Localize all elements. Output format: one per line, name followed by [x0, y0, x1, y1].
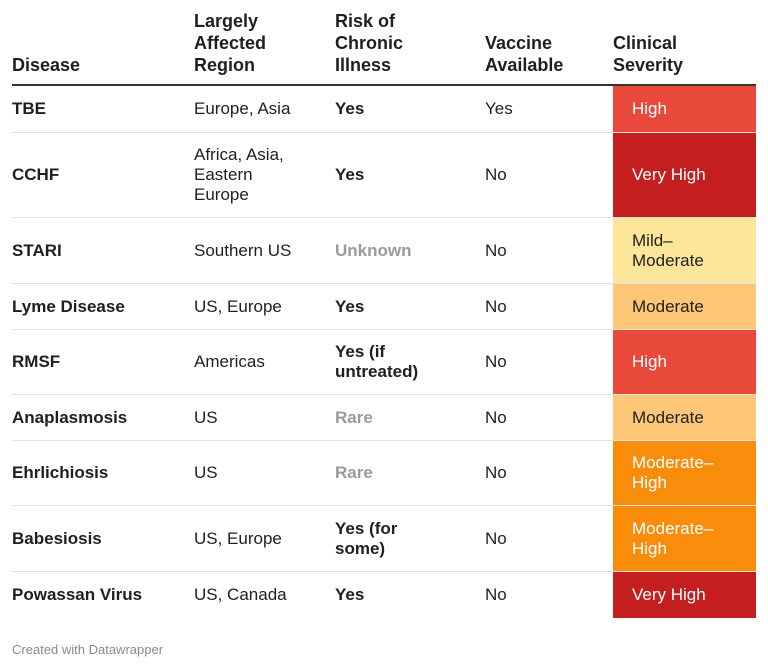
cell-region: Europe, Asia [194, 99, 291, 118]
table-row: Babesiosis US, Europe Yes (for some) No … [12, 506, 756, 572]
table-row: RMSF Americas Yes (if untreated) No High [12, 330, 756, 395]
cell-risk: Unknown [335, 240, 412, 260]
cell-vaccine: No [485, 585, 507, 604]
table-row: Anaplasmosis US Rare No Moderate [12, 395, 756, 441]
cell-severity: Moderate [613, 395, 756, 440]
cell-vaccine: No [485, 240, 507, 260]
cell-vaccine: Yes [485, 99, 513, 118]
cell-region: US, Canada [194, 585, 287, 604]
cell-disease: RMSF [12, 352, 61, 371]
cell-severity: High [613, 86, 756, 132]
cell-risk: Yes [335, 296, 365, 316]
cell-severity: Mild– Moderate [613, 218, 756, 283]
cell-severity: Moderate– High [613, 441, 756, 505]
cell-risk: Yes [335, 585, 365, 604]
header-region[interactable]: Largely Affected Region [194, 11, 267, 75]
cell-risk: Rare [335, 407, 373, 427]
cell-risk: Yes [335, 165, 365, 184]
table-row: Powassan Virus US, Canada Yes No Very Hi… [12, 572, 756, 618]
disease-table: Disease Largely Affected Region Risk of … [12, 6, 756, 618]
cell-vaccine: No [485, 352, 507, 371]
cell-region: Southern US [194, 240, 292, 260]
cell-region: Africa, Asia, Eastern Europe [194, 145, 284, 204]
cell-region: US, Europe [194, 528, 282, 548]
cell-severity: Moderate– High [613, 506, 756, 571]
cell-severity: Very High [613, 572, 756, 618]
cell-severity: High [613, 330, 756, 394]
cell-severity: Very High [613, 133, 756, 217]
header-vaccine[interactable]: Vaccine Available [485, 33, 564, 75]
cell-severity: Moderate [613, 284, 756, 329]
cell-vaccine: No [485, 296, 507, 316]
cell-disease: CCHF [12, 165, 60, 184]
footer-credit[interactable]: Created with Datawrapper [12, 642, 164, 657]
cell-disease: Powassan Virus [12, 585, 143, 604]
table-row: STARI Southern US Unknown No Mild– Moder… [12, 218, 756, 284]
cell-vaccine: No [485, 463, 507, 482]
cell-vaccine: No [485, 528, 507, 548]
header-severity[interactable]: Clinical Severity [613, 33, 684, 75]
cell-disease: STARI [12, 240, 62, 260]
cell-region: Americas [194, 352, 265, 371]
cell-disease: Anaplasmosis [12, 407, 128, 427]
header-risk[interactable]: Risk of Chronic Illness [335, 11, 404, 75]
table-row: TBE Europe, Asia Yes Yes High [12, 86, 756, 133]
cell-disease: Lyme Disease [12, 296, 125, 316]
cell-disease: Babesiosis [12, 528, 102, 548]
table-header: Disease Largely Affected Region Risk of … [12, 6, 756, 86]
cell-risk: Yes [335, 99, 365, 118]
cell-region: US, Europe [194, 296, 282, 316]
cell-disease: TBE [12, 99, 46, 118]
cell-disease: Ehrlichiosis [12, 463, 109, 482]
cell-region: US [194, 463, 218, 482]
cell-risk: Yes (for some) [335, 518, 398, 558]
header-disease[interactable]: Disease [12, 55, 81, 75]
cell-vaccine: No [485, 407, 507, 427]
table-row: Ehrlichiosis US Rare No Moderate– High [12, 441, 756, 506]
table-row: Lyme Disease US, Europe Yes No Moderate [12, 284, 756, 330]
cell-risk: Rare [335, 463, 373, 482]
cell-risk: Yes (if untreated) [335, 342, 419, 381]
cell-region: US [194, 407, 218, 427]
cell-vaccine: No [485, 165, 507, 184]
table-row: CCHF Africa, Asia, Eastern Europe Yes No… [12, 133, 756, 218]
